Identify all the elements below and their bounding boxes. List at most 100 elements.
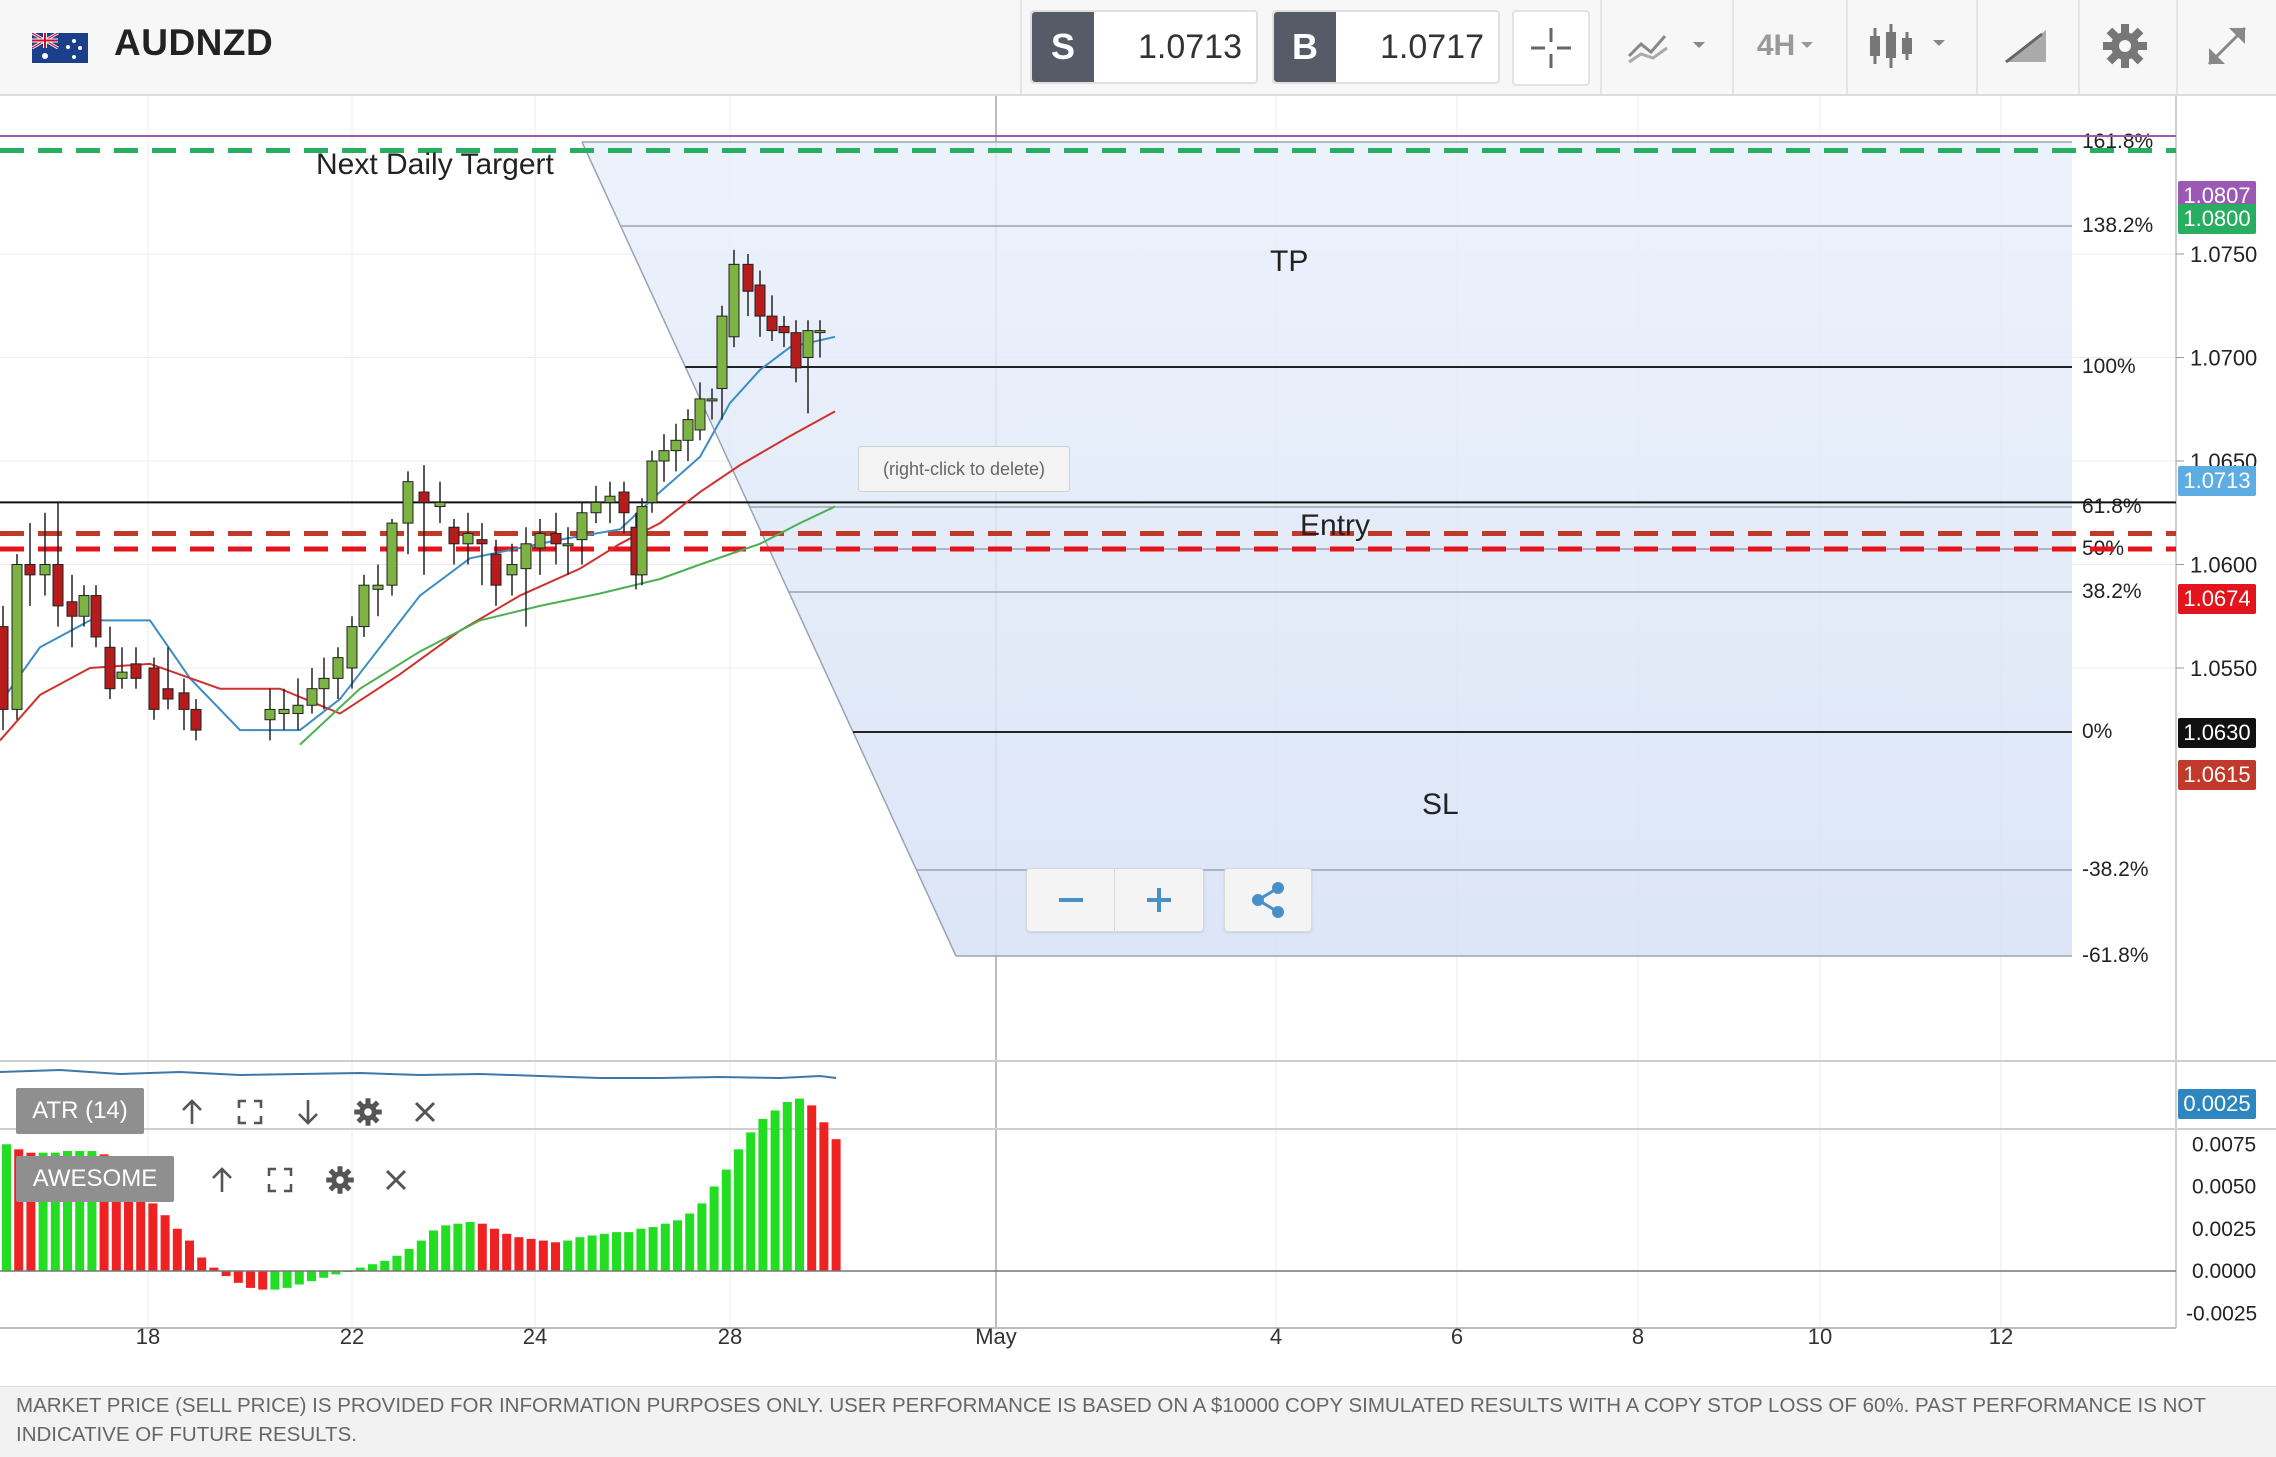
time-tick-label: 6 (1451, 1324, 1463, 1349)
zoom-out-button[interactable] (1027, 869, 1115, 931)
ao-bar-rising (331, 1271, 341, 1275)
maximize-icon (267, 1167, 293, 1193)
toolbar-divider (1732, 0, 1734, 94)
plus-icon (1146, 888, 1171, 912)
ema-fast-line (0, 335, 836, 732)
ao-bar-rising (795, 1098, 804, 1271)
zoom-in-button[interactable] (1115, 869, 1202, 931)
arrow-up-icon (182, 1099, 202, 1124)
bullish-candle (386, 522, 398, 586)
fullscreen-button[interactable] (2190, 10, 2264, 82)
fullscreen-expand-icon (2207, 26, 2247, 66)
bullish-candle (506, 564, 518, 576)
bullish-candle (814, 330, 826, 334)
awesome-indicator-label[interactable]: AWESOME (16, 1156, 174, 1202)
timeframe-dropdown[interactable]: 4H (1746, 10, 1830, 82)
ao-maximize-button[interactable] (260, 1160, 300, 1200)
atr-value-tag: 0.0025 (2178, 1089, 2256, 1119)
ao-bar-falling (551, 1242, 560, 1271)
disclaimer-text: MARKET PRICE (SELL PRICE) IS PROVIDED FO… (16, 1394, 2206, 1446)
bullish-candle (562, 543, 574, 547)
bullish-candle (576, 512, 588, 541)
ao-bar-rising (465, 1221, 475, 1271)
buy-price: 1.0717 (1380, 28, 1484, 66)
bullish-candle (78, 595, 90, 617)
price-tick-label: 1.0550 (2190, 656, 2257, 681)
bullish-candle (11, 564, 23, 710)
ao-bar-falling (124, 1169, 133, 1271)
ao-bar-rising (380, 1260, 390, 1271)
entry-label: Entry (1300, 509, 1370, 542)
gear-icon (326, 1166, 354, 1194)
instrument-symbol[interactable]: AUDNZD (114, 22, 274, 63)
chart-type-icon (1627, 35, 1705, 64)
flag-australia-icon (32, 33, 88, 63)
atr-move-up-button[interactable] (172, 1092, 212, 1132)
bearish-candle (104, 646, 116, 690)
chart-type-button[interactable] (1620, 10, 1720, 82)
horizontal-lines[interactable] (0, 135, 2176, 552)
toolbar: AUDNZD S 1.0713 B 1.0717 4H (0, 0, 2276, 96)
bearish-candle (742, 263, 754, 292)
fib-level-label: 61.8% (2082, 495, 2142, 518)
sell-price: 1.0713 (1138, 28, 1242, 66)
toolbar-divider (1020, 0, 1022, 94)
chart-text: Next Daily Targert TP Entry SL (316, 148, 1459, 821)
bullish-candle (682, 419, 694, 441)
ao-bar-rising (599, 1233, 609, 1271)
ao-bar-rising (685, 1213, 695, 1271)
bullish-candle (264, 708, 276, 721)
bullish-candle (520, 543, 532, 570)
settings-button[interactable] (2088, 10, 2162, 82)
delete-hint-tooltip: (right-click to delete) (858, 446, 1070, 492)
ao-bar-falling (197, 1257, 207, 1271)
time-tick-label: 12 (1989, 1324, 2013, 1349)
buy-button[interactable]: B 1.0717 (1272, 10, 1500, 84)
ao-bar-rising (441, 1225, 451, 1271)
chevron-down-icon (1801, 42, 1814, 48)
ao-close-button[interactable] (376, 1160, 416, 1200)
ao-bar-falling (185, 1240, 194, 1271)
ao-tick-label: -0.0025 (2186, 1302, 2257, 1325)
atr-indicator-label[interactable]: ATR (14) (16, 1088, 144, 1134)
bullish-candle (318, 677, 330, 690)
bearish-candle (190, 708, 202, 731)
bullish-candle (116, 671, 128, 679)
crosshair-icon (1531, 28, 1571, 68)
price-tag-1-0615: 1.0615 (2178, 760, 2256, 790)
crosshair-button[interactable] (1512, 10, 1590, 86)
ao-tick-label: 0.0050 (2192, 1176, 2256, 1199)
share-button[interactable] (1224, 868, 1312, 932)
bullish-candle (292, 704, 304, 715)
atr-move-down-button[interactable] (288, 1092, 328, 1132)
ao-bar-falling (819, 1122, 829, 1271)
ao-bar-rising (636, 1228, 646, 1271)
candlestick-series (0, 249, 826, 741)
ao-bar-rising (38, 1152, 48, 1271)
bullish-candle (670, 439, 682, 452)
draw-tools-button[interactable] (1990, 10, 2064, 82)
atr-panel (0, 1068, 837, 1080)
bullish-candle (402, 481, 414, 524)
ao-tick-label: 0.0025 (2192, 1218, 2256, 1241)
moving-averages (0, 335, 836, 746)
ao-bar-rising (63, 1151, 72, 1271)
fibonacci-tool[interactable]: 161.8%138.2%100%61.8%50%38.2%0%-38.2%-61… (581, 130, 2153, 967)
ao-settings-button[interactable] (320, 1160, 360, 1200)
ao-bar-rising (770, 1110, 780, 1271)
timeframe-label: 4H (1756, 29, 1796, 62)
ao-bar-rising (746, 1132, 756, 1271)
awesome-oscillator-panel (0, 1098, 2176, 1290)
sell-button[interactable]: S 1.0713 (1030, 10, 1258, 84)
atr-close-button[interactable] (405, 1092, 445, 1132)
fib-level-label: 38.2% (2082, 580, 2142, 603)
ao-bar-falling (502, 1233, 512, 1271)
bearish-candle (448, 526, 460, 545)
candles-button[interactable] (1862, 10, 1962, 82)
candles-icon (1870, 24, 1945, 68)
sl-label: SL (1422, 788, 1459, 821)
atr-settings-button[interactable] (348, 1092, 388, 1132)
atr-maximize-button[interactable] (230, 1092, 270, 1132)
bullish-candle (332, 657, 344, 679)
ao-move-up-button[interactable] (202, 1160, 242, 1200)
